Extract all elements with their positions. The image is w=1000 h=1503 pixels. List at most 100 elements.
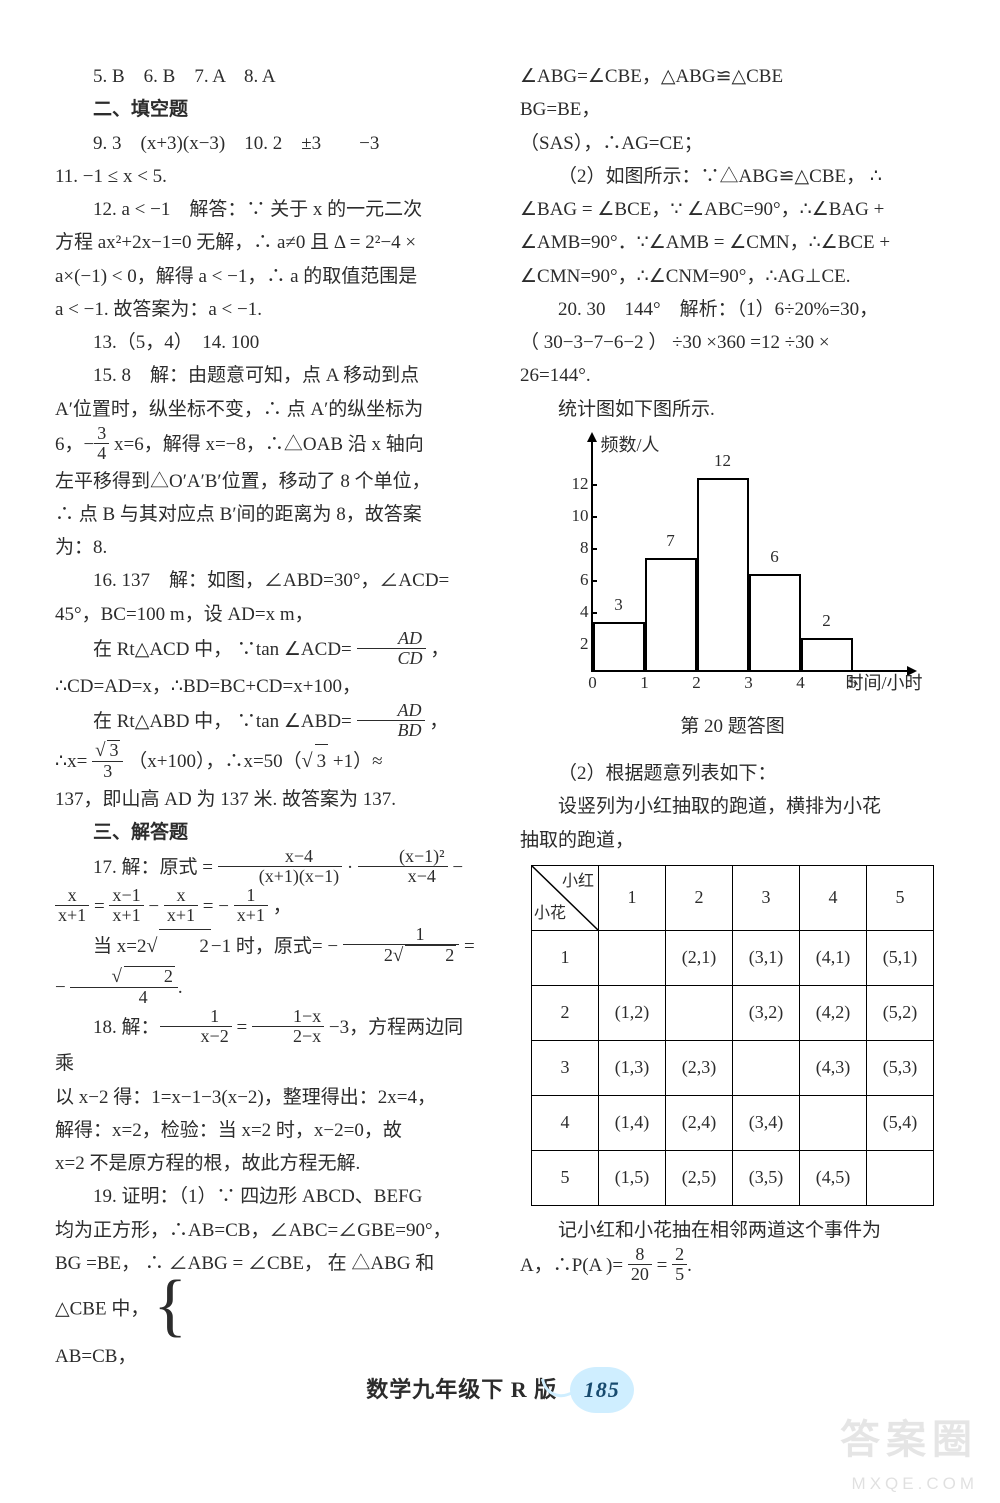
page-number: 185 <box>570 1367 634 1414</box>
ans-line: 9. 3 (x+3)(x−3) 10. 2 ±3 −3 <box>55 127 480 160</box>
q19: BG =BE， ∴ ∠ABG = ∠CBE， 在 △ABG 和 <box>55 1247 480 1280</box>
q17: xx+1 = x−1x+1 − xx+1 = − 1x+1 ， <box>55 888 480 927</box>
bar-label: 7 <box>656 526 686 556</box>
q19: 均为正方形，∴AB=CB，∠ABC=∠GBE=90°， <box>55 1214 480 1247</box>
fraction: 1x+1 <box>234 886 268 925</box>
q19r: （SAS），∴AG=CE； <box>520 127 945 160</box>
histogram-bar <box>593 622 645 670</box>
q15: ∴ 点 B 与其对应点 B′间的距离为 8，故答案 <box>55 498 480 531</box>
t: = <box>652 1255 672 1276</box>
q20c: 记小红和小花抽在相邻两道这个事件为 <box>520 1214 945 1247</box>
q19: △CBE 中，{ <box>55 1280 480 1340</box>
q18: x=2 不是原方程的根，故此方程无解. <box>55 1147 480 1180</box>
t: 当 x=2 <box>93 936 146 957</box>
fraction: x−4(x+1)(x−1) <box>218 847 342 886</box>
t: = <box>89 896 109 917</box>
q19: 19. 证明：（1）∵ 四边形 ABCD、BEFG <box>55 1180 480 1213</box>
sqrt: 3 <box>315 744 329 778</box>
q12: 方程 ax²+2x−1=0 无解，∴ a≠0 且 Δ = 2²−4 × <box>55 226 480 259</box>
t: − <box>144 896 164 917</box>
t: . <box>178 977 183 998</box>
q20b: （2）根据题意列表如下： <box>520 757 945 790</box>
ans-line: 11. −1 ≤ x < 5. <box>55 160 480 193</box>
q20c: A，∴P(A )= 820 = 25. <box>520 1247 945 1286</box>
fraction: 820 <box>628 1245 652 1284</box>
t: 在 Rt△ABD 中， ∵tan ∠ABD= <box>93 711 357 732</box>
t: . <box>687 1255 692 1276</box>
q15: 6，−34 x=6，解得 x=−8，∴△OAB 沿 x 轴向 <box>55 426 480 465</box>
q16: 在 Rt△ABD 中， ∵tan ∠ABD= ADBD ， <box>55 703 480 742</box>
t: ， <box>426 639 450 660</box>
q20: 统计图如下图所示. <box>520 393 945 426</box>
q18: 18. 解：1x−2 = 1−x2−x −3，方程两边同乘 <box>55 1009 480 1081</box>
watermark-url: MXQE.COM <box>852 1469 978 1499</box>
q18: 以 x−2 得：1=x−1−3(x−2)，整理得出：2x=4， <box>55 1081 480 1114</box>
q18: 解得：x=2，检验：当 x=2 时，x−2=0，故 <box>55 1114 480 1147</box>
watermark: 答案圈 <box>840 1405 978 1475</box>
q12: a×(−1) < 0，解得 a < −1，∴ a 的取值范围是 <box>55 260 480 293</box>
t: = <box>232 1016 252 1037</box>
track-table-wrap: 小红小花123451(2,1)(3,1)(4,1)(5,1)2(1,2)(3,2… <box>520 865 945 1206</box>
bar-label: 2 <box>812 606 842 636</box>
t: −1 时，原式= − <box>211 936 343 957</box>
t: 在 Rt△ACD 中， ∵tan ∠ACD= <box>93 639 357 660</box>
t: A，∴P(A )= <box>520 1255 628 1276</box>
bar-label: 12 <box>708 446 738 476</box>
page-body: 5. B 6. B 7. A 8. A 二、填空题 9. 3 (x+3)(x−3… <box>0 0 1000 1380</box>
bar-label: 3 <box>604 590 634 620</box>
fraction: x−1x+1 <box>109 886 143 925</box>
brace-icon: { <box>153 1276 187 1336</box>
q16: 45°，BC=100 m，设 AD=x m， <box>55 598 480 631</box>
histogram: 频数/人时间/小时24681012012345371262 第 20 题答图 <box>520 434 945 743</box>
q15: 为：8. <box>55 531 480 564</box>
ans-line: 5. B 6. B 7. A 8. A <box>55 60 480 93</box>
q20: 26=144°. <box>520 359 945 392</box>
t: 18. 解： <box>93 1016 160 1037</box>
fraction: 34 <box>94 424 109 463</box>
q17: 17. 解：原式 = x−4(x+1)(x−1) · (x−1)²x−4 − <box>55 849 480 888</box>
q12: 12. a < −1 解答：∵ 关于 x 的一元二次 <box>55 193 480 226</box>
fraction: 12√2 <box>343 925 459 966</box>
q16: 137，即山高 AD 为 137 米. 故答案为 137. <box>55 783 480 816</box>
q19r: ∠AMB=90°．∵∠AMB = ∠CMN，∴∠BCE + <box>520 226 945 259</box>
fraction: 1−x2−x <box>252 1007 324 1046</box>
fraction: 1x−2 <box>160 1007 232 1046</box>
t: = − <box>198 896 234 917</box>
q15: 15. 8 解：由题意可知，点 A 移动到点 <box>55 359 480 392</box>
q17: 当 x=2√2−1 时，原式= − 12√2 = − √24. <box>55 927 480 1009</box>
fraction: √24 <box>70 966 177 1007</box>
ans-line: 13.（5，4） 14. 100 <box>55 326 480 359</box>
q20b: 设竖列为小红抽取的跑道，横排为小花 <box>520 790 945 823</box>
fraction: √33 <box>92 740 123 781</box>
t: x=6，解得 x=−8，∴△OAB 沿 x 轴向 <box>109 434 424 455</box>
fraction: xx+1 <box>164 886 198 925</box>
q20: 20. 30 144° 解析：（1）6÷20%=30， <box>520 293 945 326</box>
track-table: 小红小花123451(2,1)(3,1)(4,1)(5,1)2(1,2)(3,2… <box>531 865 934 1206</box>
section-solve: 三、解答题 <box>55 816 480 849</box>
q12: a < −1. 故答案为：a < −1. <box>55 293 480 326</box>
t: ， <box>268 896 292 917</box>
fraction: ADCD <box>357 629 426 668</box>
t: 17. 解：原式 = <box>93 857 218 878</box>
q19r: （2）如图所示：∵△ABG≌△CBE， ∴ <box>520 160 945 193</box>
fraction: ADBD <box>357 701 425 740</box>
bar-label: 6 <box>760 542 790 572</box>
y-axis-label: 频数/人 <box>601 430 660 462</box>
histogram-caption: 第 20 题答图 <box>520 710 945 743</box>
histogram-bar <box>697 478 749 670</box>
q16: 在 Rt△ACD 中， ∵tan ∠ACD= ADCD ， <box>55 631 480 670</box>
histogram-bar <box>801 638 853 670</box>
t: ∴x= <box>55 751 92 772</box>
q16: ∴x= √33 （x+100），∴x=50（√3 +1）≈ <box>55 742 480 783</box>
t: △CBE 中， <box>55 1299 149 1320</box>
t: 6，− <box>55 434 94 455</box>
q20b: 抽取的跑道， <box>520 824 945 857</box>
t: （x+100），∴x=50（ <box>123 751 301 772</box>
footer-text: 数学九年级下 R 版 <box>366 1377 557 1402</box>
section-fill: 二、填空题 <box>55 93 480 126</box>
histogram-bar <box>645 558 697 670</box>
histogram-bar <box>749 574 801 670</box>
q15: 左平移得到△O′A′B′位置，移动了 8 个单位， <box>55 465 480 498</box>
t: +1）≈ <box>328 751 382 772</box>
t: ， <box>425 711 449 732</box>
